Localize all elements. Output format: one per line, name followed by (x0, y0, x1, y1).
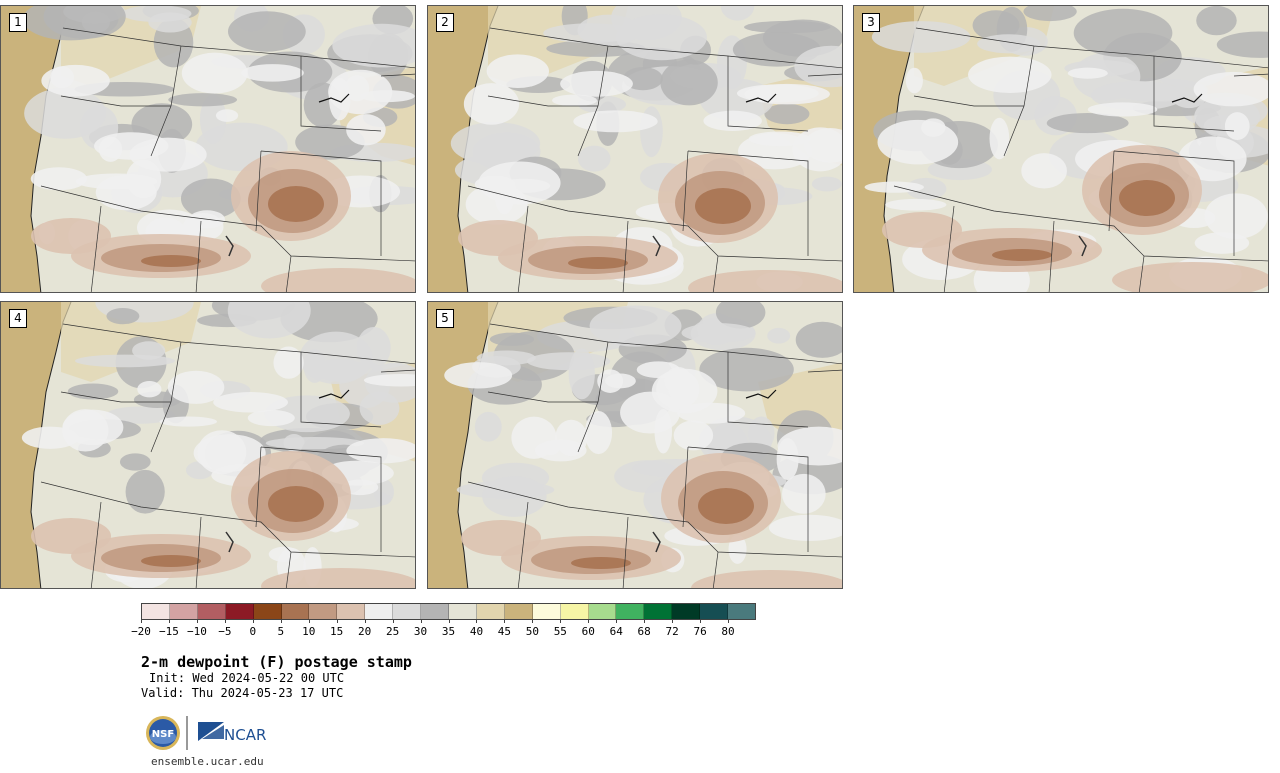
colorbar-tick-label: 68 (637, 625, 651, 638)
dewpoint-map-5 (428, 302, 842, 588)
colorbar-tick-label: −15 (159, 625, 179, 638)
colorbar-tick-mark (476, 619, 478, 623)
colorbar-swatch (393, 604, 422, 619)
ensemble-member-map-4: 4 (0, 301, 416, 589)
plot-title: 2-m dewpoint (F) postage stamp (141, 653, 412, 671)
colorbar-tick-label: −10 (186, 625, 207, 638)
colorbar-swatch (672, 604, 701, 619)
colorbar-swatch (728, 604, 755, 619)
dewpoint-map-3 (854, 6, 1268, 292)
colorbar-swatch (225, 604, 254, 619)
colorbar-tick-mark (448, 619, 450, 623)
colorbar-tick-label: −5 (218, 625, 232, 638)
colorbar-tick-mark (588, 619, 590, 623)
colorbar-tick-mark (504, 619, 506, 623)
colorbar-tick-label: 10 (302, 625, 316, 638)
member-label: 3 (862, 13, 880, 32)
colorbar-tick-label: 80 (721, 625, 735, 638)
member-label: 1 (9, 13, 27, 32)
colorbar-swatch (421, 604, 449, 619)
colorbar-tick-label: 55 (553, 625, 567, 638)
colorbar-tick-label: 45 (497, 625, 512, 638)
colorbar-swatch (616, 604, 645, 619)
colorbar-tick-label: 50 (525, 625, 539, 638)
nsf-logo-icon: NSF (146, 716, 180, 750)
member-label: 4 (9, 309, 27, 328)
colorbar-tick-label: 20 (358, 625, 372, 638)
colorbar-tick-mark (560, 619, 562, 623)
dewpoint-map-4 (1, 302, 415, 588)
member-label: 5 (436, 309, 454, 328)
colorbar-swatch (169, 604, 198, 619)
colorbar-tick-label: 0 (249, 625, 257, 638)
colorbar-swatch (504, 604, 533, 619)
svg-text:NCAR: NCAR (224, 726, 266, 744)
colorbar-tick-label: 76 (693, 625, 707, 638)
website-url: ensemble.ucar.edu (151, 755, 264, 768)
colorbar-tick-mark (672, 619, 674, 623)
colorbar-swatch (197, 604, 226, 619)
colorbar-swatch (142, 604, 170, 619)
svg-text:NSF: NSF (152, 729, 174, 740)
colorbar-tick-label: 35 (441, 625, 456, 638)
colorbar-swatch (700, 604, 729, 619)
colorbar-tick-label: 25 (385, 625, 400, 638)
member-label: 2 (436, 13, 454, 32)
ensemble-member-map-3: 3 (853, 5, 1269, 293)
colorbar-tick-mark (308, 619, 310, 623)
colorbar-tick-mark (700, 619, 702, 623)
valid-time: Valid: Thu 2024-05-23 17 UTC (141, 686, 344, 700)
colorbar-swatch (253, 604, 282, 619)
colorbar-swatch (476, 604, 505, 619)
dewpoint-map-2 (428, 6, 842, 292)
colorbar-tick-mark (224, 619, 226, 623)
colorbar-tick-mark (644, 619, 646, 623)
colorbar-tick-label: 64 (609, 625, 623, 638)
colorbar-swatch (448, 604, 477, 619)
colorbar-tick-label: 15 (330, 625, 344, 638)
dewpoint-map-1 (1, 6, 415, 292)
colorbar-tick-mark (728, 619, 730, 623)
init-time: Init: Wed 2024-05-22 00 UTC (149, 671, 345, 685)
colorbar-tick-labels: −20 −15 −10 −5 0 5 10 15 20 25 30 35 40 45 50 55 60 64 68 7… (131, 619, 756, 638)
colorbar-swatch (337, 604, 366, 619)
colorbar-tick-mark (141, 619, 142, 623)
colorbar-tick-mark (364, 619, 366, 623)
colorbar-tick-mark (280, 619, 282, 623)
colorbar-swatch (532, 604, 561, 619)
colorbar-tick-label: 40 (469, 625, 484, 638)
sponsor-logos: NSF NCAR (144, 713, 274, 753)
colorbar-tick-mark (420, 619, 422, 623)
colorbar-swatch (309, 604, 338, 619)
colorbar-tick-label: −20 (131, 625, 151, 638)
ensemble-member-map-2: 2 (427, 5, 843, 293)
colorbar-tick-label: 72 (665, 625, 679, 638)
colorbar-tick-mark (252, 619, 254, 623)
colorbar-tick-label: 30 (413, 625, 428, 638)
ensemble-member-map-1: 1 (0, 5, 416, 293)
ncar-logo-icon: NCAR (198, 722, 266, 744)
colorbar-tick-mark (532, 619, 534, 623)
colorbar-swatch (281, 604, 310, 619)
colorbar-swatch (560, 604, 589, 619)
colorbar-tick-mark (616, 619, 618, 623)
colorbar-swatch (644, 604, 673, 619)
colorbar-swatch (588, 604, 617, 619)
colorbar-tick-label: 5 (277, 625, 285, 638)
colorbar-tick-mark (168, 619, 170, 623)
colorbar-tick-label: 60 (581, 625, 595, 638)
ensemble-member-map-5: 5 (427, 301, 843, 589)
colorbar-tick-mark (336, 619, 338, 623)
colorbar-swatch (365, 604, 394, 619)
colorbar-tick-mark (196, 619, 198, 623)
colorbar-tick-mark (392, 619, 394, 623)
dewpoint-colorbar (141, 603, 756, 620)
